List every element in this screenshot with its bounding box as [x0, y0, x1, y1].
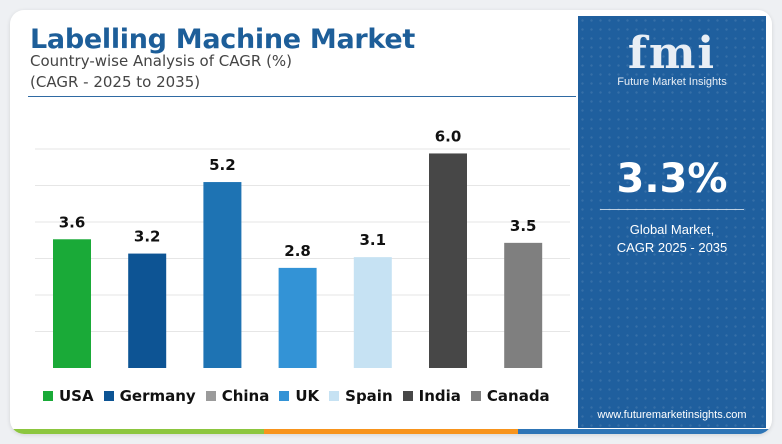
global-cagr-value: 3.3% [616, 156, 728, 202]
data-label-canada: 3.5 [510, 217, 537, 235]
data-label-usa: 3.6 [59, 213, 86, 231]
chart-legend: USA Germany China UK Spain India Canada [43, 386, 560, 406]
data-label-spain: 3.1 [360, 231, 387, 249]
legend-label: Germany [119, 387, 196, 405]
chart-period: (CAGR - 2025 to 2035) [30, 73, 201, 91]
legend-swatch [329, 391, 340, 401]
legend-item-usa: USA [43, 387, 94, 405]
legend-swatch [279, 391, 290, 401]
bar-usa [53, 239, 91, 368]
legend-swatch [43, 391, 53, 401]
legend-item-india: India [402, 387, 461, 405]
bar-uk [278, 267, 317, 368]
data-label-germany: 3.2 [134, 228, 161, 246]
bar-spain [353, 257, 392, 368]
chart-subtitle: Country-wise Analysis of CAGR (%) [30, 52, 293, 70]
footer-stripe-segment [518, 429, 772, 434]
website-link[interactable]: www.futuremarketinsights.com [597, 409, 747, 421]
global-cagr-label: Global Market, [629, 222, 715, 237]
legend-label: China [221, 387, 270, 405]
panel-divider [600, 209, 744, 210]
bar-chart: 3.6 3.2 5.2 2.8 3.1 6.0 3.5 [35, 127, 570, 368]
infographic-card: Labelling Machine Market Country-wise An… [10, 10, 772, 434]
legend-item-china: China [205, 387, 270, 405]
data-label-china: 5.2 [209, 156, 236, 174]
logo-mark: fmi [627, 28, 717, 79]
legend-label: India [418, 387, 461, 405]
bar-china [203, 182, 242, 368]
footer-stripe-segment [10, 429, 264, 434]
bar-canada [504, 242, 543, 368]
legend-label: USA [59, 387, 94, 405]
data-label-uk: 2.8 [284, 242, 311, 260]
legend-label: Canada [486, 387, 550, 405]
footer-stripe [10, 429, 772, 434]
fmi-logo: fmi Future Market Insights [578, 28, 766, 89]
legend-swatch [103, 391, 114, 401]
global-cagr-period: CAGR 2025 - 2035 [616, 240, 728, 255]
legend-swatch [470, 391, 481, 401]
logo-text: Future Market Insights [617, 76, 727, 88]
page-title: Labelling Machine Market [30, 24, 415, 55]
legend-label: Spain [345, 387, 393, 405]
bar-india [429, 153, 467, 368]
footer-stripe-segment [264, 429, 518, 434]
legend-swatch [402, 391, 413, 401]
legend-item-germany: Germany [103, 387, 196, 405]
legend-item-canada: Canada [470, 387, 550, 405]
world-map-dots [578, 16, 766, 428]
legend-label: UK [295, 387, 320, 405]
legend-item-uk: UK [279, 387, 319, 405]
global-cagr-panel: fmi Future Market Insights 3.3% Global M… [578, 16, 766, 428]
bar-germany [128, 253, 167, 368]
data-label-india: 6.0 [435, 127, 462, 145]
legend-item-spain: Spain [329, 387, 393, 405]
title-divider [28, 96, 576, 97]
legend-swatch [205, 391, 216, 401]
